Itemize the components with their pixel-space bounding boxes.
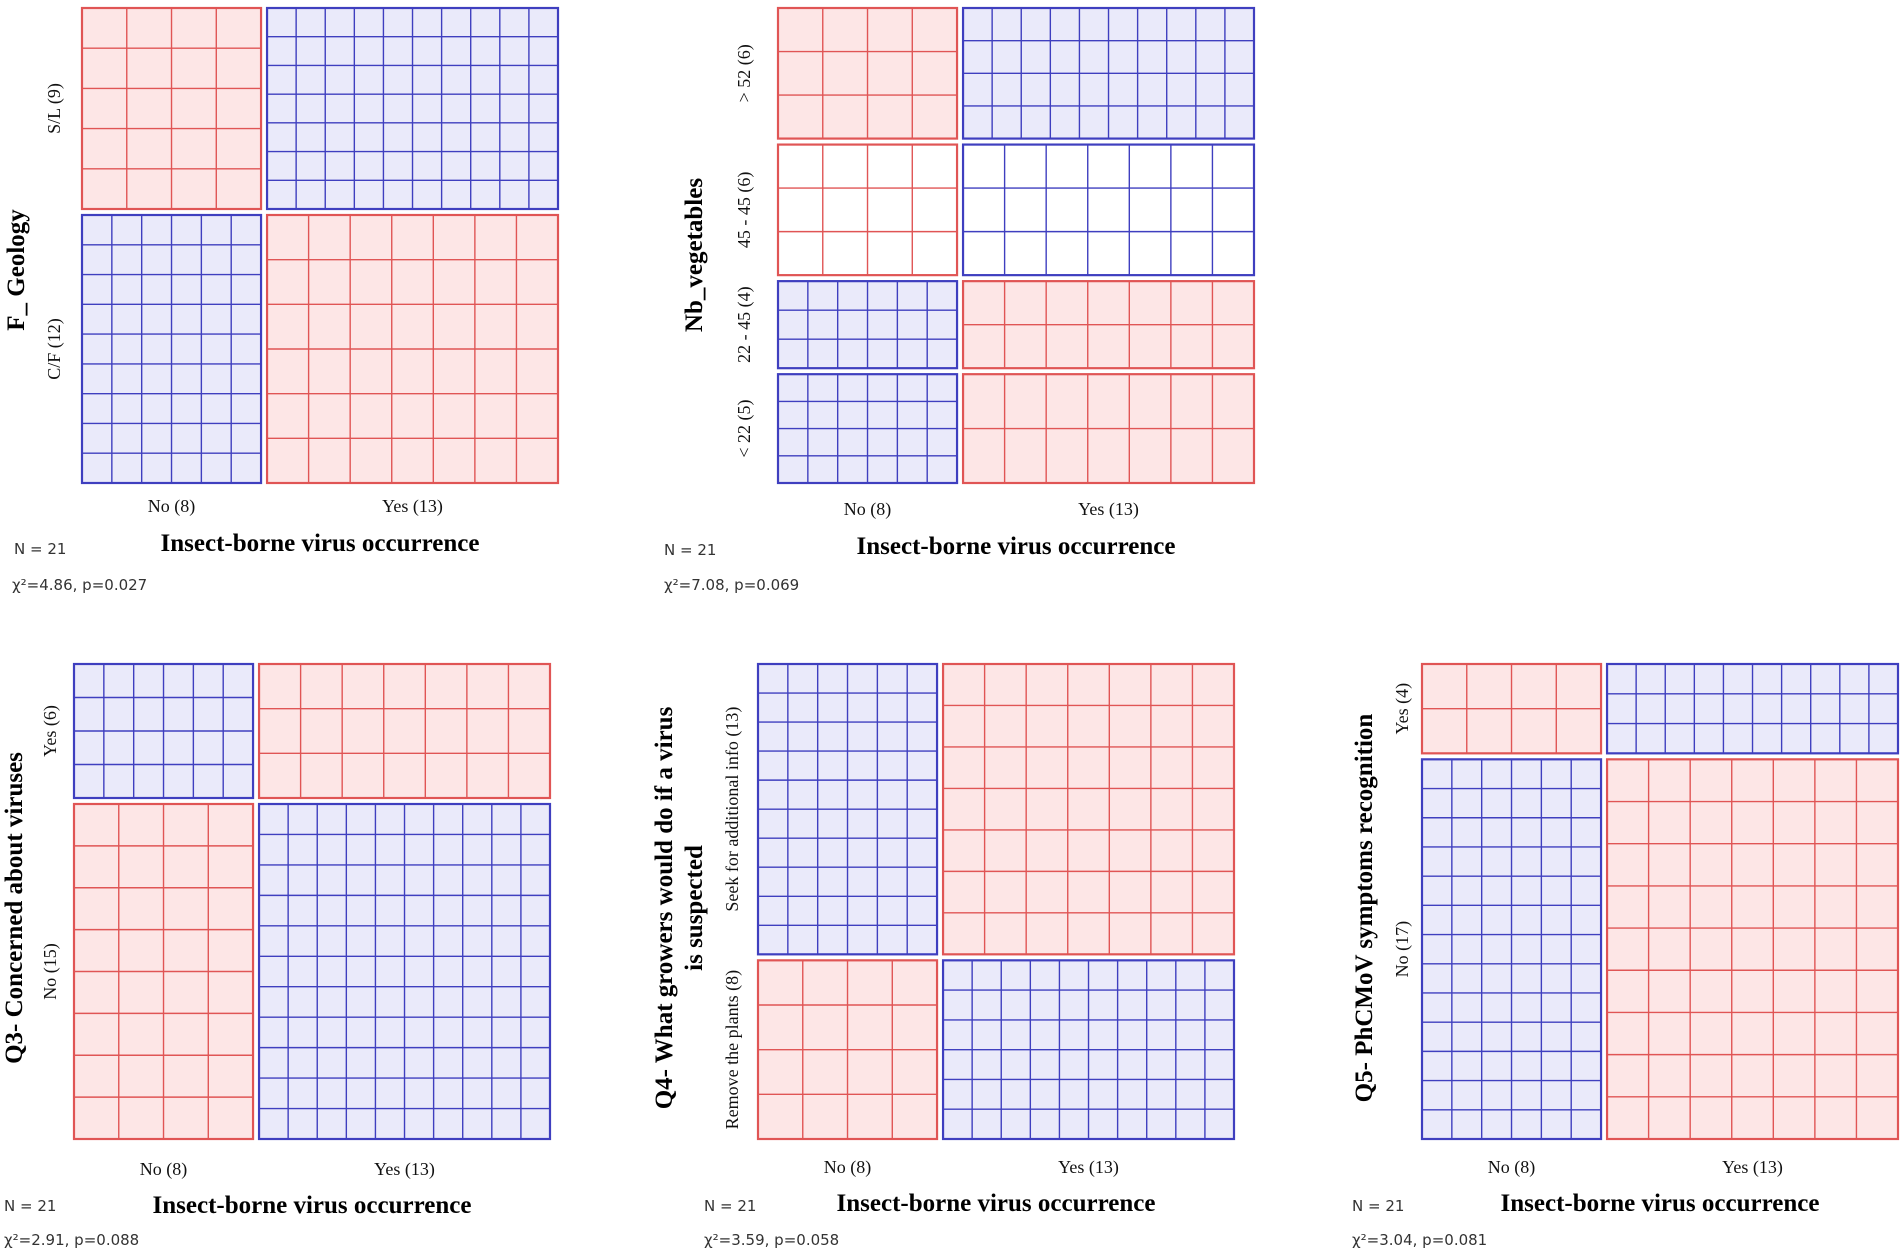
y-category-label: Seek for additional info (13) xyxy=(722,707,743,912)
x-category-label: No (8) xyxy=(1488,1157,1536,1178)
chart-title-line: Q4- What growers would do if a virus xyxy=(651,706,678,1109)
mosaic-cell-r0-c0 xyxy=(776,6,959,140)
chi-square-stat: χ²=2.91, p=0.088 xyxy=(4,1231,139,1249)
y-category-label: No (15) xyxy=(40,943,61,1000)
mosaic-cell-r3-c1 xyxy=(961,373,1256,485)
mosaic-chart-1: S/L (9) C/F (12) No (8) Yes (13) Insect-born… xyxy=(3,6,560,594)
mosaic-cell-r2-c1 xyxy=(961,280,1256,370)
x-axis-title: Insect-borne virus occurrence xyxy=(1501,1190,1820,1217)
chi-square-stat: χ²=3.04, p=0.081 xyxy=(1352,1231,1487,1249)
chart-title: Q3- Concerned about viruses xyxy=(1,752,28,1064)
x-axis-title: Insect-borne virus occurrence xyxy=(153,1192,472,1219)
sample-size-label: N = 21 xyxy=(664,541,716,559)
y-category-label: < 22 (5) xyxy=(734,400,755,458)
chart-title: F_ Geology xyxy=(3,209,30,331)
x-category-label: Yes (13) xyxy=(374,1159,435,1180)
x-category-label: No (8) xyxy=(148,496,196,517)
mosaic-cell-r0-c0 xyxy=(1420,662,1603,755)
mosaic-cell-r0-c1-box xyxy=(257,662,552,800)
sample-size-label: N = 21 xyxy=(14,540,66,558)
mosaic-chart-5: Yes (4) No (17) No (8) Yes (13) Insect-borne… xyxy=(1351,662,1900,1249)
mosaic-cell-r0-c1 xyxy=(941,662,1236,956)
sample-size-label: N = 21 xyxy=(1352,1197,1404,1215)
mosaic-cell-r1-c0 xyxy=(756,959,939,1141)
chart-title: Q5- PhCMoV symptoms recognition xyxy=(1351,714,1378,1103)
mosaic-cell-r0-c0 xyxy=(72,662,255,800)
x-category-label: No (8) xyxy=(844,499,892,520)
y-category-label: Yes (6) xyxy=(40,705,61,757)
x-category-label: No (8) xyxy=(140,1159,188,1180)
x-axis-title: Insect-borne virus occurrence xyxy=(837,1190,1156,1217)
mosaic-cell-r0-c1-box xyxy=(941,662,1236,956)
y-category-label: > 52 (6) xyxy=(734,44,755,102)
mosaic-cell-r1-c1 xyxy=(1605,758,1900,1141)
mosaic-cell-r2-c0 xyxy=(776,280,959,370)
x-category-label: Yes (13) xyxy=(1078,499,1139,520)
chi-square-stat: χ²=3.59, p=0.058 xyxy=(704,1231,839,1249)
sample-size-label: N = 21 xyxy=(4,1197,56,1215)
mosaic-cell-r3-c0 xyxy=(776,373,959,485)
mosaic-cell-r1-c0 xyxy=(776,143,959,277)
x-axis-title: Insect-borne virus occurrence xyxy=(857,533,1176,560)
x-category-label: No (8) xyxy=(824,1157,872,1178)
charts-layer: S/L (9) C/F (12) No (8) Yes (13) Insect-born… xyxy=(1,6,1900,1249)
mosaic-chart-2: > 52 (6) 45 - 45 (6) 22 - 45 (4) < 22 (5) No… xyxy=(664,6,1256,594)
mosaic-cell-r1-c1 xyxy=(961,143,1256,277)
mosaic-cell-r0-c0 xyxy=(756,662,939,956)
mosaic-cell-r1-c1 xyxy=(257,802,552,1141)
sample-size-label: N = 21 xyxy=(704,1197,756,1215)
mosaic-cell-r0-c1 xyxy=(961,6,1256,140)
y-category-label: No (17) xyxy=(1392,921,1413,978)
x-category-label: Yes (13) xyxy=(1058,1157,1119,1178)
mosaic-chart-4: Seek for additional info (13) Remove the … xyxy=(651,662,1236,1249)
y-category-label: 45 - 45 (6) xyxy=(734,172,755,248)
x-category-label: Yes (13) xyxy=(382,496,443,517)
y-category-label: Remove the plants (8) xyxy=(722,970,743,1129)
y-category-label: Yes (4) xyxy=(1392,683,1413,735)
mosaic-cell-r1-c0 xyxy=(80,213,263,485)
y-category-label: S/L (9) xyxy=(44,83,65,134)
x-category-label: Yes (13) xyxy=(1722,1157,1783,1178)
mosaic-cell-r1-c0 xyxy=(1420,758,1603,1141)
chart-title: Nb_vegetables xyxy=(681,178,708,332)
x-axis-title: Insect-borne virus occurrence xyxy=(161,530,480,557)
mosaic-cell-r1-c1-box xyxy=(1605,758,1900,1141)
mosaic-cell-r1-c0 xyxy=(72,802,255,1141)
mosaic-chart-3: Yes (6) No (15) No (8) Yes (13) Insect-borne… xyxy=(1,662,552,1249)
mosaic-cell-r0-c1 xyxy=(257,662,552,800)
mosaic-cell-r0-c0 xyxy=(80,6,263,211)
mosaic-cell-r0-c1 xyxy=(1605,662,1900,755)
chi-square-stat: χ²=7.08, p=0.069 xyxy=(664,576,799,594)
y-category-label: 22 - 45 (4) xyxy=(734,286,755,362)
chart-title-line: is suspected xyxy=(681,845,708,971)
mosaic-cell-r1-c1 xyxy=(265,213,560,485)
y-category-label: C/F (12) xyxy=(44,318,65,380)
mosaic-cell-r1-c1-box xyxy=(961,143,1256,277)
chi-square-stat: χ²=4.86, p=0.027 xyxy=(12,576,147,594)
mosaic-cell-r1-c1 xyxy=(941,959,1236,1141)
mosaic-cell-r0-c1 xyxy=(265,6,560,211)
